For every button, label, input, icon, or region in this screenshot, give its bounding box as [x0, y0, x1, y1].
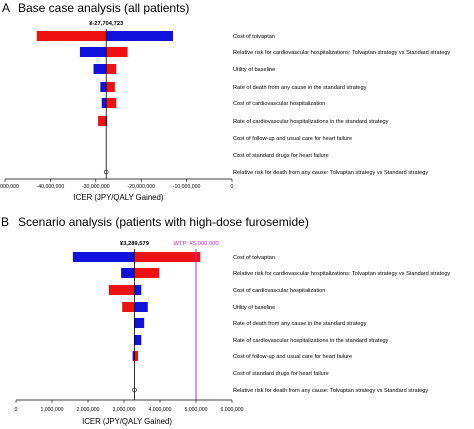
parameter-label: Cost of follow-up and usual care for hea… — [233, 354, 352, 360]
panel-letter: A — [2, 1, 10, 15]
x-tick-label: 3,000,000 — [112, 407, 135, 413]
parameter-label: Rate of cardiovascular hospitalizations … — [233, 119, 389, 125]
x-tick-label: -10,000,000 — [173, 184, 201, 190]
parameter-label: Cost of standard drugs for heart failure — [233, 153, 329, 159]
parameter-label: Rate of death from any cause in the stan… — [233, 321, 367, 327]
tornado-bar — [79, 47, 107, 57]
tornado-bar — [106, 31, 173, 41]
tornado-bar — [72, 252, 135, 262]
x-axis-title: ICER (JPY/QALY Gained) — [82, 417, 172, 426]
x-tick-label: 0 — [231, 184, 234, 190]
parameter-label: Cost of cardiovascular hospitalization — [233, 101, 325, 107]
parameter-label: Rate of cardiovascular hospitalizations … — [233, 338, 389, 344]
tornado-bar — [101, 98, 107, 108]
parameter-label: Cost of tolvaptan — [233, 255, 275, 261]
parameter-label: Relative risk for cardiovascular hospita… — [233, 50, 450, 56]
parameter-label: Rate of death from any cause in the stan… — [233, 85, 367, 91]
panel-title: Scenario analysis (patients with high-do… — [18, 215, 309, 229]
tornado-bar — [106, 82, 115, 92]
wtp-threshold-label: WTP: ¥5,000,000 — [173, 241, 218, 247]
x-tick-label: 6,000,000 — [220, 407, 243, 413]
parameter-label: Relative risk for cardiovascular hospita… — [233, 271, 450, 277]
base-case-marker — [132, 387, 137, 393]
parameter-label: Utility of baseline — [233, 305, 275, 311]
parameter-label: Cost of cardiovascular hospitalization — [233, 288, 325, 294]
parameter-label: Relative risk for death from any cause: … — [233, 170, 428, 176]
x-tick-label: 5,000,000 — [184, 407, 207, 413]
tornado-bar — [106, 47, 128, 57]
tornado-bar — [122, 302, 135, 312]
tornado-bar — [106, 98, 117, 108]
base-case-marker — [103, 169, 109, 175]
tornado-bar — [98, 116, 107, 126]
tornado-bar — [36, 31, 107, 41]
tornado-bar — [134, 335, 142, 345]
tornado-bar — [134, 302, 148, 312]
base-case-label: ¥-27,704,723 — [89, 21, 124, 27]
x-tick-label: -50,000,000 — [0, 184, 19, 190]
tornado-bar — [134, 285, 142, 295]
tornado-bar — [108, 285, 135, 295]
parameter-label: Cost of follow-up and usual care for hea… — [233, 136, 352, 142]
parameter-label: Cost of standard drugs for heart failure — [233, 371, 329, 377]
x-tick-label: 2,000,000 — [76, 407, 99, 413]
tornado-bar — [134, 318, 145, 328]
tornado-bar — [134, 268, 160, 278]
parameter-label: Cost of tolvaptan — [233, 34, 275, 40]
tornado-bar — [93, 64, 107, 74]
tornado-bar — [134, 252, 201, 262]
x-tick-label: 1,000,000 — [40, 407, 63, 413]
x-tick-label: 4,000,000 — [148, 407, 171, 413]
x-axis-title: ICER (JPY/QALY Gained) — [74, 193, 164, 202]
parameter-label: Relative risk for death from any cause: … — [233, 388, 428, 394]
base-case-label: ¥3,289,579 — [120, 241, 150, 247]
tornado-bar — [100, 82, 107, 92]
tornado-bar — [106, 116, 108, 126]
x-tick-label: -40,000,000 — [37, 184, 65, 190]
tornado-bar — [106, 64, 117, 74]
panel-letter: B — [1, 215, 9, 229]
tornado-bar — [134, 351, 139, 361]
tornado-bar — [121, 268, 135, 278]
tornado-bar — [132, 351, 135, 361]
x-tick-label: -30,000,000 — [82, 184, 110, 190]
x-tick-label: 0 — [15, 407, 18, 413]
parameter-label: Utility of baseline — [233, 67, 275, 73]
panel-title: Base case analysis (all patients) — [18, 1, 189, 15]
x-tick-label: -20,000,000 — [127, 184, 155, 190]
